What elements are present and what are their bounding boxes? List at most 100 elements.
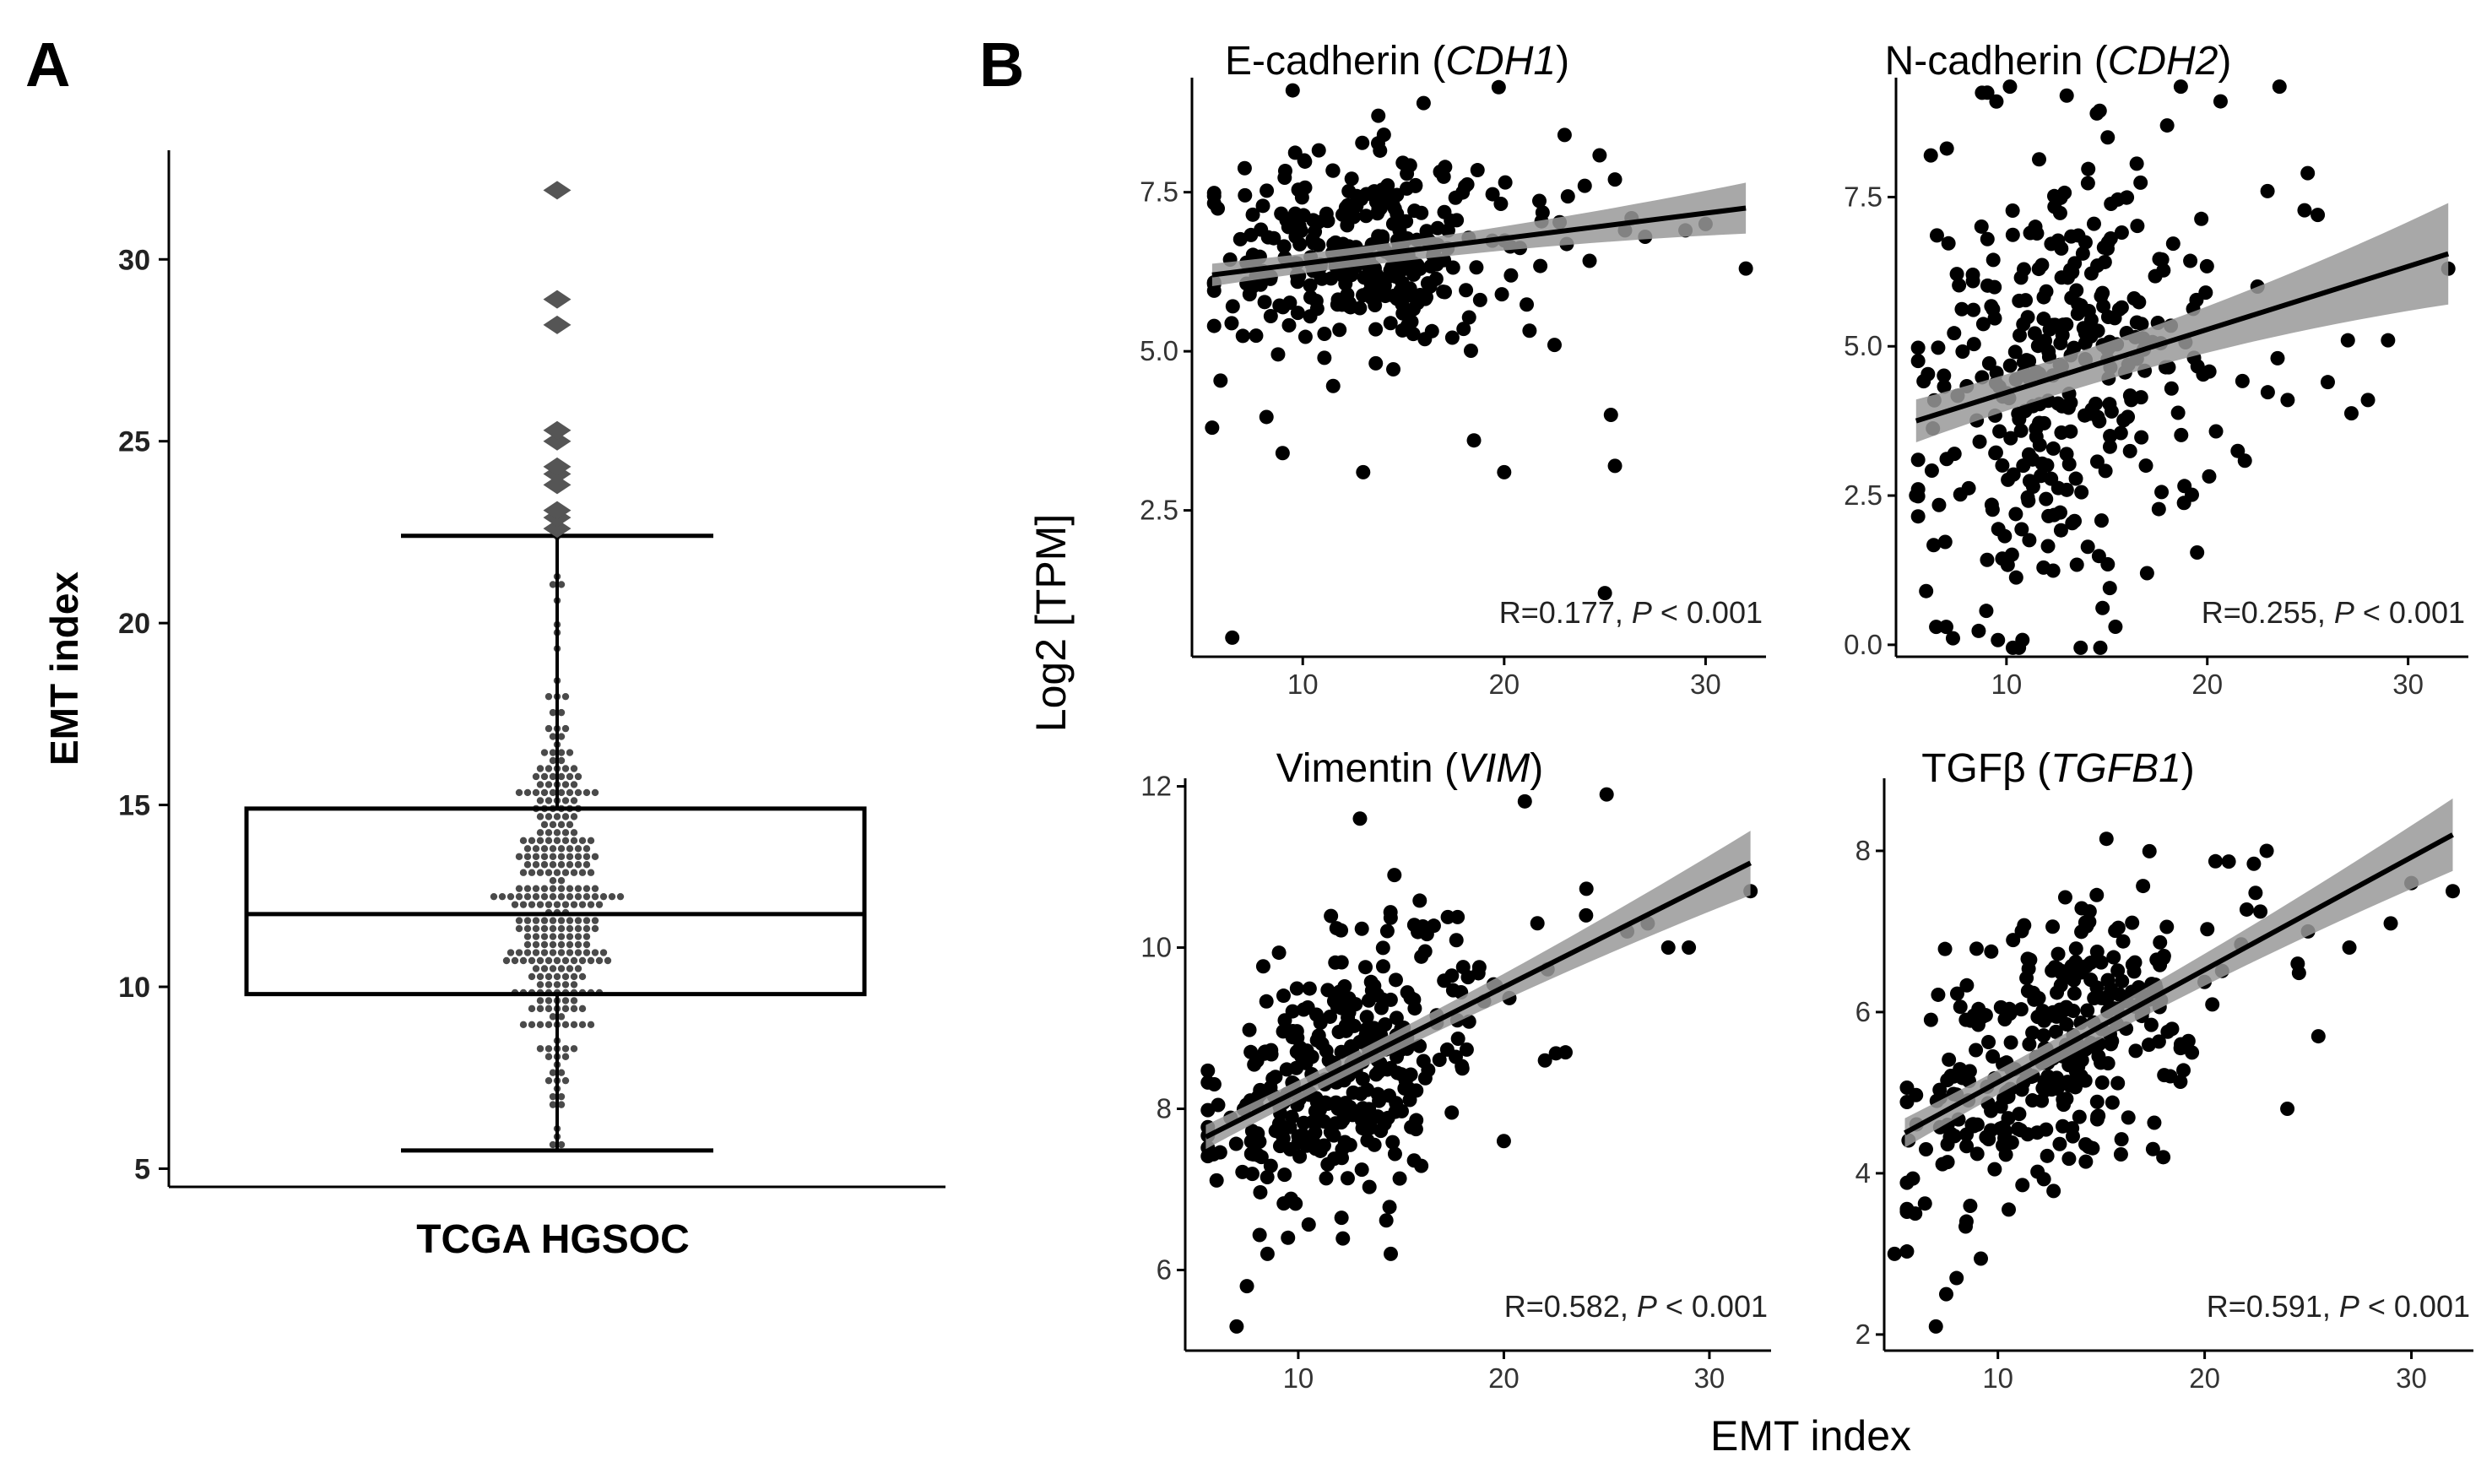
scatter-point xyxy=(1260,183,1275,198)
swarm-point xyxy=(523,892,532,901)
scatter-point xyxy=(2194,211,2209,226)
scatter-point xyxy=(1961,480,1976,496)
scatter-point xyxy=(1943,1068,1958,1083)
scatter-point xyxy=(1491,79,1506,95)
scatter-point xyxy=(2048,1024,2063,1039)
scatter-point xyxy=(1972,434,1987,449)
scatter-point xyxy=(1362,1179,1377,1194)
swarm-point xyxy=(544,765,553,772)
outlier-point xyxy=(543,457,572,476)
scatter-point xyxy=(2029,429,2044,444)
scatter-point xyxy=(2005,203,2020,219)
scatter-point xyxy=(1263,1158,1278,1173)
swarm-point xyxy=(578,972,587,981)
scatter-point xyxy=(1285,83,1300,98)
scatter-point xyxy=(1297,329,1313,344)
scatter-point xyxy=(1387,868,1402,883)
scatter-point xyxy=(2151,501,2166,517)
scatter-point xyxy=(2052,505,2067,520)
swarm-point xyxy=(519,901,528,908)
scatter-point xyxy=(1899,1175,1915,1190)
scatter-point xyxy=(2208,853,2223,869)
scatter-point xyxy=(1980,231,1995,246)
scatter-point xyxy=(2114,300,2129,315)
scatter-point xyxy=(1455,960,1471,975)
y-tick-label: 4 xyxy=(1855,1157,1871,1189)
scatter-point xyxy=(2017,918,2032,933)
scatter-point xyxy=(1944,1126,1959,1141)
swarm-point xyxy=(561,981,570,988)
scatter-point xyxy=(1276,988,1291,1004)
swarm-point xyxy=(557,965,566,972)
swarm-point xyxy=(515,788,523,797)
scatter-point xyxy=(1931,497,1947,512)
scatter-point xyxy=(1363,1120,1379,1135)
y-tick-label: 10 xyxy=(1140,932,1172,963)
scatter-point xyxy=(1471,966,1486,981)
scatter-point xyxy=(2044,1082,2059,1097)
scatter-point xyxy=(1320,1097,1335,1112)
scatter-point xyxy=(1406,267,1422,282)
scatter-point xyxy=(2036,290,2051,305)
swarm-point xyxy=(528,956,536,965)
scatter-point xyxy=(1277,163,1292,178)
swarm-point xyxy=(532,917,540,924)
scatter-point xyxy=(2311,208,2326,223)
scatter-point xyxy=(1533,258,1548,274)
swarm-point xyxy=(557,940,566,949)
swarm-point xyxy=(540,749,549,756)
scatter-point xyxy=(2002,79,2018,95)
scatter-point xyxy=(2025,452,2040,467)
scatter-point xyxy=(1979,604,1994,619)
scatter-point xyxy=(2190,359,2205,374)
scatter-point xyxy=(1937,368,1952,383)
swarm-point xyxy=(557,581,566,588)
scatter-point xyxy=(2045,317,2061,333)
scatter-point xyxy=(1992,424,2007,439)
swarm-point xyxy=(595,956,604,965)
scatter-point xyxy=(1358,960,1373,975)
swarm-point xyxy=(608,892,616,901)
swarm-point xyxy=(536,813,544,821)
swarm-point xyxy=(544,1005,553,1013)
scatter-point xyxy=(2012,293,2027,308)
swarm-point xyxy=(515,949,523,956)
scatter-point xyxy=(2025,1025,2040,1040)
swarm-point xyxy=(557,756,566,765)
swarm-point xyxy=(549,772,557,781)
y-tick-label: 12 xyxy=(1140,771,1172,802)
scatter-point xyxy=(1530,916,1545,931)
scatter-point xyxy=(1281,1230,1296,1245)
scatter-point xyxy=(1931,987,1946,1002)
scatter-point xyxy=(2064,229,2079,244)
scatter-point xyxy=(2280,1102,2295,1117)
swarm-point xyxy=(566,949,574,956)
scatter-point xyxy=(2151,1034,2166,1049)
scatter-point xyxy=(2003,431,2018,446)
scatter-point xyxy=(1377,1116,1392,1131)
swarm-point xyxy=(566,821,574,829)
regression-line xyxy=(1205,860,1752,1140)
subplot-vim: Vimentin (VIM) R=0.582, P < 0.001 6 8 10 12… xyxy=(1140,746,1771,1394)
swarm-point xyxy=(566,749,574,756)
swarm-point xyxy=(557,1140,566,1149)
scatter-point xyxy=(2041,508,2056,523)
swarm-point xyxy=(536,829,544,837)
scatter-point xyxy=(2030,1164,2045,1179)
swarm-point xyxy=(604,956,612,965)
scatter-point xyxy=(2136,879,2151,894)
scatter-point xyxy=(2143,1017,2159,1032)
scatter-point xyxy=(1421,1063,1436,1078)
scatter-point xyxy=(1368,322,1384,337)
scatter-point xyxy=(1235,1164,1250,1179)
scatter-point xyxy=(2073,1069,2088,1084)
y-tick-label: 6 xyxy=(1157,1254,1172,1286)
scatter-point xyxy=(2202,468,2217,484)
scatter-point xyxy=(1206,186,1222,201)
scatter-point xyxy=(2114,1132,2129,1147)
swarm-point xyxy=(582,885,591,892)
subplot-tgfb1-annotation: R=0.591, P < 0.001 xyxy=(2207,1289,2470,1324)
scatter-point xyxy=(1360,1133,1375,1148)
scatter-point xyxy=(1965,274,1980,289)
